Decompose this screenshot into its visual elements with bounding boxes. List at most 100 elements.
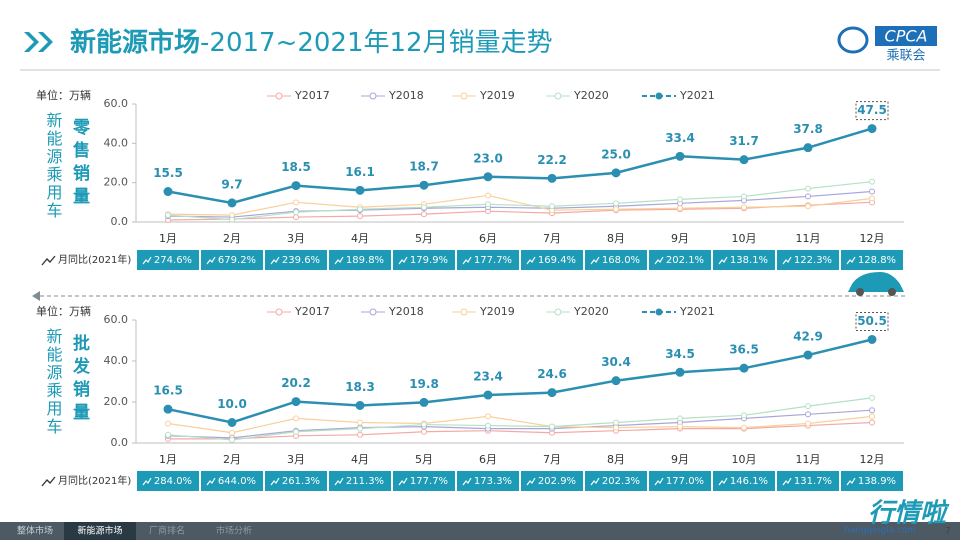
point bbox=[611, 168, 621, 178]
yoy-value: 131.7% bbox=[794, 476, 832, 487]
nav-bar bbox=[0, 522, 960, 540]
y-tick-label: 40.0 bbox=[104, 136, 129, 149]
point bbox=[483, 390, 493, 400]
point bbox=[739, 155, 749, 165]
point bbox=[741, 193, 747, 200]
yoy-cell bbox=[585, 250, 647, 270]
label-box bbox=[855, 311, 889, 331]
point bbox=[739, 363, 749, 373]
point bbox=[613, 200, 619, 207]
yoy-value: 128.8% bbox=[858, 255, 896, 266]
yoy-value: 122.3% bbox=[794, 255, 832, 266]
nav-tab[interactable]: 厂商排名 bbox=[149, 525, 185, 537]
yoy-icon bbox=[334, 477, 344, 486]
point bbox=[867, 334, 877, 344]
point bbox=[293, 199, 299, 206]
legend-label: Y2019 bbox=[479, 305, 515, 318]
x-tick-label: 5月 bbox=[415, 453, 433, 466]
point bbox=[357, 213, 363, 220]
data-label: 10.0 bbox=[217, 397, 247, 411]
legend-marker bbox=[460, 92, 468, 100]
point bbox=[357, 419, 363, 426]
side-label: 新能源乘用车 bbox=[44, 328, 63, 436]
x-tick-label: 12月 bbox=[860, 453, 885, 466]
yoy-cell bbox=[649, 471, 711, 491]
nav-active bbox=[64, 522, 136, 540]
yoy-value: 284.0% bbox=[154, 476, 192, 487]
legend-label: Y2020 bbox=[573, 89, 609, 102]
point bbox=[357, 425, 363, 432]
data-label: 23.4 bbox=[473, 370, 503, 384]
logo-sub: 乘联会 bbox=[886, 49, 925, 64]
x-tick-label: 9月 bbox=[671, 232, 689, 245]
logo-mark bbox=[837, 26, 869, 54]
chart-title: 零售销量 bbox=[69, 118, 91, 210]
nav-tab[interactable]: 整体市场 bbox=[17, 525, 53, 537]
point bbox=[163, 404, 173, 414]
yoy-cell bbox=[137, 471, 199, 491]
yoy-cell bbox=[713, 250, 775, 270]
line-series bbox=[167, 181, 873, 221]
point bbox=[485, 413, 491, 420]
nav-tab[interactable]: 市场分析 bbox=[216, 525, 252, 537]
point bbox=[421, 421, 427, 428]
yoy-value: 146.1% bbox=[730, 476, 768, 487]
car-wheel bbox=[856, 288, 864, 296]
yoy-icon bbox=[206, 256, 216, 265]
watermark: 行情啦 bbox=[868, 499, 950, 529]
point bbox=[421, 204, 427, 211]
point bbox=[869, 394, 875, 401]
yoy-cell bbox=[393, 471, 455, 491]
yoy-icon bbox=[590, 256, 600, 265]
point bbox=[741, 412, 747, 419]
legend-marker bbox=[554, 92, 562, 100]
data-label: 36.5 bbox=[729, 343, 759, 357]
point bbox=[549, 203, 555, 210]
point bbox=[165, 431, 171, 438]
yoy-value: 202.3% bbox=[602, 476, 640, 487]
yoy-value: 173.3% bbox=[474, 476, 512, 487]
point bbox=[675, 367, 685, 377]
yoy-icon bbox=[846, 256, 856, 265]
arrow-left bbox=[32, 291, 40, 301]
legend-label: Y2019 bbox=[479, 89, 515, 102]
point bbox=[677, 205, 683, 212]
chevron-icon bbox=[24, 32, 53, 52]
legend-marker bbox=[369, 92, 377, 100]
point bbox=[549, 423, 555, 430]
yoy-value: 177.0% bbox=[666, 476, 704, 487]
yoy-cell bbox=[201, 471, 263, 491]
yoy-cell bbox=[201, 250, 263, 270]
point bbox=[485, 201, 491, 208]
point bbox=[357, 206, 363, 213]
x-tick-label: 7月 bbox=[543, 453, 561, 466]
point bbox=[805, 411, 811, 418]
x-tick-label: 3月 bbox=[287, 232, 305, 245]
x-tick-label: 8月 bbox=[607, 453, 625, 466]
data-label: 37.8 bbox=[793, 122, 823, 136]
yoy-icon bbox=[334, 256, 344, 265]
nav-tab[interactable]: 新能源市场 bbox=[77, 525, 122, 537]
point bbox=[677, 196, 683, 203]
point bbox=[869, 188, 875, 195]
yoy-value: 189.8% bbox=[346, 255, 384, 266]
unit-label: 单位：万辆 bbox=[36, 88, 91, 102]
data-label: 18.3 bbox=[345, 380, 375, 394]
yoy-icon bbox=[718, 256, 728, 265]
line-series bbox=[168, 421, 873, 440]
point bbox=[419, 397, 429, 407]
yoy-icon bbox=[526, 477, 536, 486]
point bbox=[547, 173, 557, 183]
point bbox=[677, 415, 683, 422]
yoy-icon bbox=[462, 256, 472, 265]
x-tick-label: 10月 bbox=[732, 453, 757, 466]
point bbox=[165, 212, 171, 219]
yoy-icon bbox=[398, 256, 408, 265]
point bbox=[293, 209, 299, 216]
data-label: 25.0 bbox=[601, 147, 631, 161]
yoy-icon bbox=[782, 256, 792, 265]
yoy-cell bbox=[265, 471, 327, 491]
yoy-icon bbox=[654, 256, 664, 265]
x-tick-label: 2月 bbox=[223, 232, 241, 245]
side-label: 新能源乘用车 bbox=[44, 112, 63, 220]
